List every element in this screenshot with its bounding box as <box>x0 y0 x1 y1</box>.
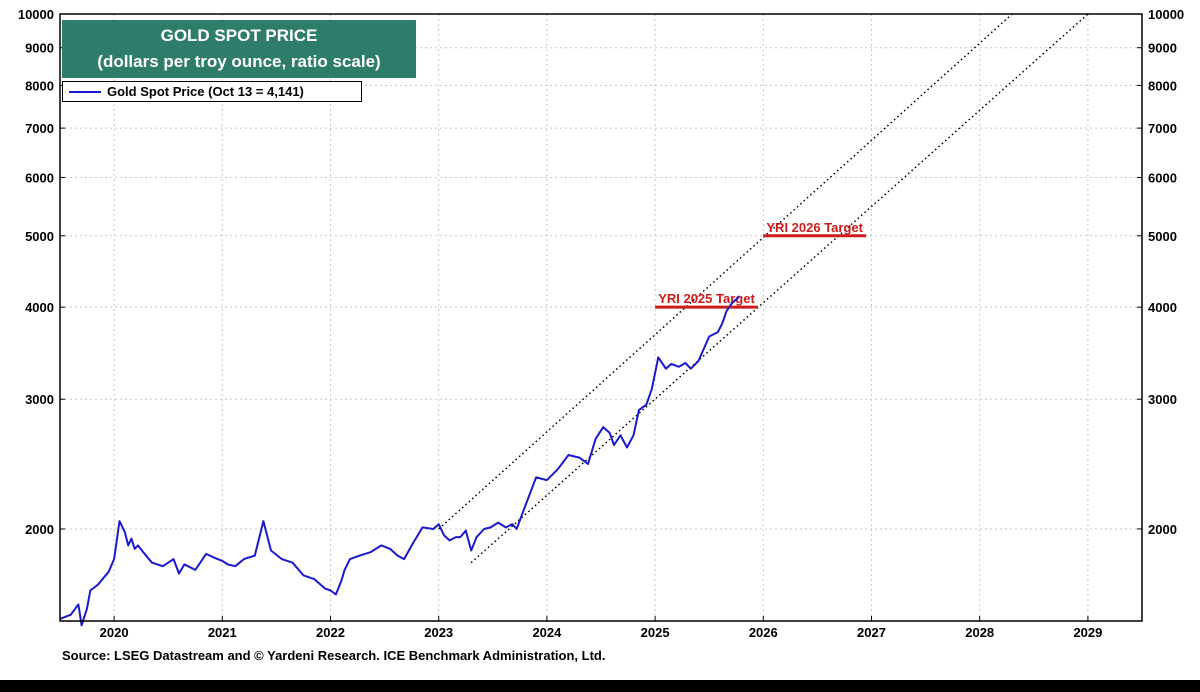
target-lines: YRI 2025 Target YRI 2026 Target <box>655 220 867 309</box>
series-layer <box>59 295 741 627</box>
x-tick-label: 2020 <box>100 625 129 640</box>
y-tick-label-right: 10000 <box>1148 7 1184 22</box>
x-tick-label: 2024 <box>532 625 562 640</box>
x-tick-label: 2025 <box>641 625 670 640</box>
target-label: YRI 2026 Target <box>766 220 863 235</box>
y-tick-label-left: 2000 <box>25 522 54 537</box>
legend-label: Gold Spot Price (Oct 13 = 4,141) <box>107 84 304 99</box>
x-tick-label: 2028 <box>965 625 994 640</box>
chart-title-box: GOLD SPOT PRICE (dollars per troy ounce,… <box>62 20 416 78</box>
target-label: YRI 2025 Target <box>658 291 755 306</box>
y-tick-label-right: 5000 <box>1148 229 1177 244</box>
y-tick-label-left: 9000 <box>25 41 54 56</box>
y-tick-label-left: 8000 <box>25 78 54 93</box>
y-tick-label-left: 3000 <box>25 392 54 407</box>
y-tick-label-left: 10000 <box>18 7 54 22</box>
source-note: Source: LSEG Datastream and © Yardeni Re… <box>62 648 606 663</box>
chart-title: GOLD SPOT PRICE <box>160 26 318 45</box>
x-tick-label: 2022 <box>316 625 345 640</box>
x-tick-label: 2026 <box>749 625 778 640</box>
grid <box>60 13 1142 621</box>
y-tick-label-left: 7000 <box>25 121 54 136</box>
legend: Gold Spot Price (Oct 13 = 4,141) <box>62 81 362 102</box>
trend-channel-line <box>438 13 1013 530</box>
x-tick-label: 2029 <box>1073 625 1102 640</box>
y-tick-label-left: 4000 <box>25 300 54 315</box>
x-tick-label: 2021 <box>208 625 237 640</box>
y-tick-label-right: 3000 <box>1148 392 1177 407</box>
bottom-bar <box>0 680 1200 692</box>
series-line-gold-spot-price <box>59 295 741 627</box>
y-tick-label-right: 6000 <box>1148 170 1177 185</box>
axis-ticks: 2000 2000 3000 3000 4000 4000 5000 5000 6000 6000… <box>18 7 1184 640</box>
plot-frame <box>59 13 1143 622</box>
y-tick-label-right: 9000 <box>1148 41 1177 56</box>
y-tick-label-right: 7000 <box>1148 121 1177 136</box>
y-tick-label-right: 8000 <box>1148 78 1177 93</box>
y-tick-label-left: 6000 <box>25 170 54 185</box>
y-tick-label-right: 2000 <box>1148 522 1177 537</box>
y-tick-label-right: 4000 <box>1148 300 1177 315</box>
trend-channel-line <box>470 13 1089 564</box>
x-tick-label: 2023 <box>424 625 453 640</box>
y-tick-label-left: 5000 <box>25 229 54 244</box>
x-tick-label: 2027 <box>857 625 886 640</box>
legend-swatch <box>69 90 101 93</box>
chart-subtitle: (dollars per troy ounce, ratio scale) <box>97 52 381 71</box>
